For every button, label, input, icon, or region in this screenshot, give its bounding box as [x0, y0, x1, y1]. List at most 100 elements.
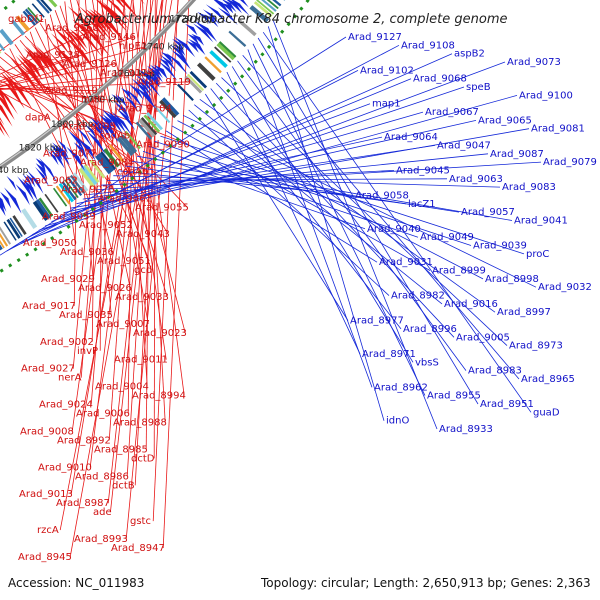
- forward-gene-label: Arad_8985: [94, 444, 148, 455]
- reverse-gene-arrow: [22, 178, 38, 201]
- reverse-gene-arrow: [47, 150, 59, 166]
- reverse-gene-label: Arad_9041: [514, 216, 568, 227]
- reverse-leader-line: [247, 49, 373, 388]
- reverse-gene-arrow: [153, 64, 168, 80]
- reverse-gene-arrow: [197, 11, 211, 25]
- forward-gene-label: Arad_9023: [133, 328, 187, 339]
- reverse-gene-label: Arad_9127: [348, 32, 402, 43]
- reverse-gene-label: map1: [372, 99, 401, 110]
- forward-gene-label: ade: [93, 507, 112, 518]
- reverse-leader-line: [154, 140, 472, 246]
- forward-gene-label: Arad_9017: [22, 301, 76, 312]
- reverse-leader-line: [137, 155, 513, 221]
- reverse-gene-label: Arad_9016: [444, 299, 498, 310]
- forward-gene-arrow: [75, 26, 103, 58]
- reverse-gene-arrow: [68, 130, 85, 152]
- reverse-leader-line: [19, 61, 506, 244]
- label-leader-lines: [0, 0, 542, 558]
- forward-gene-label: Arad_9024: [39, 400, 93, 411]
- reverse-gene-label: Arad_8996: [403, 324, 457, 335]
- reverse-gene-arrow: [15, 184, 30, 206]
- forward-leader-line: [110, 0, 167, 513]
- forward-gene-label: Arad_9095: [62, 122, 116, 133]
- reverse-gene-arrow: [147, 74, 160, 88]
- content-block: [38, 197, 54, 217]
- topology-label: Topology: circular; Length: 2,650,913 bp…: [260, 576, 591, 590]
- reverse-gene-label: Arad_9100: [519, 90, 573, 101]
- content-block: [108, 144, 125, 163]
- forward-gene-label: Arad_9050: [23, 238, 77, 249]
- forward-gene-arrow: [100, 0, 130, 31]
- forward-gene-arrow: [23, 47, 49, 79]
- reverse-gene-arrow: [17, 176, 35, 202]
- gc-block: [11, 19, 26, 36]
- reverse-gene-arrow: [26, 174, 36, 188]
- reverse-gene-label: Arad_9108: [401, 40, 455, 51]
- feature-tracks: [0, 0, 286, 251]
- reverse-leader-line: [204, 93, 349, 321]
- content-block: [95, 154, 112, 175]
- content-block: [253, 1, 273, 18]
- content-block: [177, 83, 194, 101]
- reverse-gene-label: Arad_8962: [374, 382, 428, 393]
- reverse-leader-line: [70, 128, 530, 209]
- forward-leader-line: [59, 0, 163, 531]
- content-block: [154, 105, 171, 124]
- content-block: [218, 41, 237, 58]
- forward-gene-label: Arad_9007: [96, 319, 150, 330]
- reverse-leader-line: [231, 66, 414, 363]
- content-block: [124, 131, 141, 150]
- reverse-gene-label: Arad_9102: [360, 65, 414, 76]
- backbone-highlight: [0, 0, 193, 167]
- accession-label: Accession: NC_011983: [8, 576, 144, 590]
- forward-gene-label: Arad_9090: [136, 140, 190, 151]
- forward-gene-label: Arad_9104: [118, 104, 172, 115]
- forward-gene-label: dctD: [131, 453, 155, 464]
- forward-gene-label: Arad_9126: [63, 59, 117, 70]
- reverse-gene-label: Arad_9079: [543, 157, 597, 168]
- reverse-gene-arrow: [231, 0, 250, 16]
- gc-block: [0, 43, 6, 51]
- reverse-gene-label: Arad_9057: [461, 207, 515, 218]
- forward-gene-label: Arad_9051: [97, 256, 151, 267]
- reverse-gene-arrow: [102, 113, 116, 131]
- scale-label: 1720 kbp: [170, 14, 213, 24]
- forward-gene-label: Arad_9124: [100, 68, 154, 79]
- forward-gene-label: Arad_9011: [114, 355, 168, 366]
- forward-gene-label: nerA: [58, 373, 82, 384]
- map-title: Agrobacterium radiobacter K84 chromosome…: [74, 12, 507, 27]
- reverse-gene-arrow: [205, 4, 227, 23]
- forward-leader-line: [0, 18, 44, 52]
- reverse-gene-arrow: [86, 130, 106, 155]
- content-block: [32, 200, 49, 221]
- content-block: [143, 114, 161, 133]
- reverse-gene-label: Arad_9045: [396, 165, 450, 176]
- forward-gene-arrow: [52, 43, 80, 76]
- forward-gene-label: Arad_9029: [41, 274, 95, 285]
- forward-gene-arrow: [18, 54, 39, 80]
- forward-leader-line: [162, 0, 190, 549]
- forward-gene-label: hutC: [81, 95, 105, 106]
- forward-gene-arrow: [59, 26, 81, 50]
- reverse-gene-label: Arad_8973: [509, 341, 563, 352]
- gc-block: [27, 7, 41, 22]
- content-block: [3, 221, 17, 241]
- forward-leader-line: [91, 0, 149, 324]
- forward-leader-line: [70, 0, 154, 495]
- forward-gene-label: Arad_9138: [26, 50, 80, 61]
- reverse-leader-line: [215, 82, 455, 338]
- forward-gene-arrow: [15, 55, 48, 96]
- reverse-leader-line: [82, 145, 436, 200]
- forward-gene-label: Arad_8987: [56, 498, 110, 509]
- forward-leader-line: [152, 0, 179, 522]
- content-block: [92, 156, 109, 177]
- forward-gene-label: Arad_8986: [75, 471, 129, 482]
- reverse-gene-arrow: [126, 89, 143, 108]
- scale-label: 1760 kbp: [112, 69, 155, 79]
- reverse-gene-arrow: [226, 0, 242, 14]
- forward-gene-label: invP: [77, 346, 98, 357]
- forward-gene-arrow: [0, 104, 13, 127]
- forward-gene-label: Arad_9059: [42, 211, 96, 222]
- forward-gene-label: Arad_9119: [137, 77, 191, 88]
- content-block: [164, 94, 183, 114]
